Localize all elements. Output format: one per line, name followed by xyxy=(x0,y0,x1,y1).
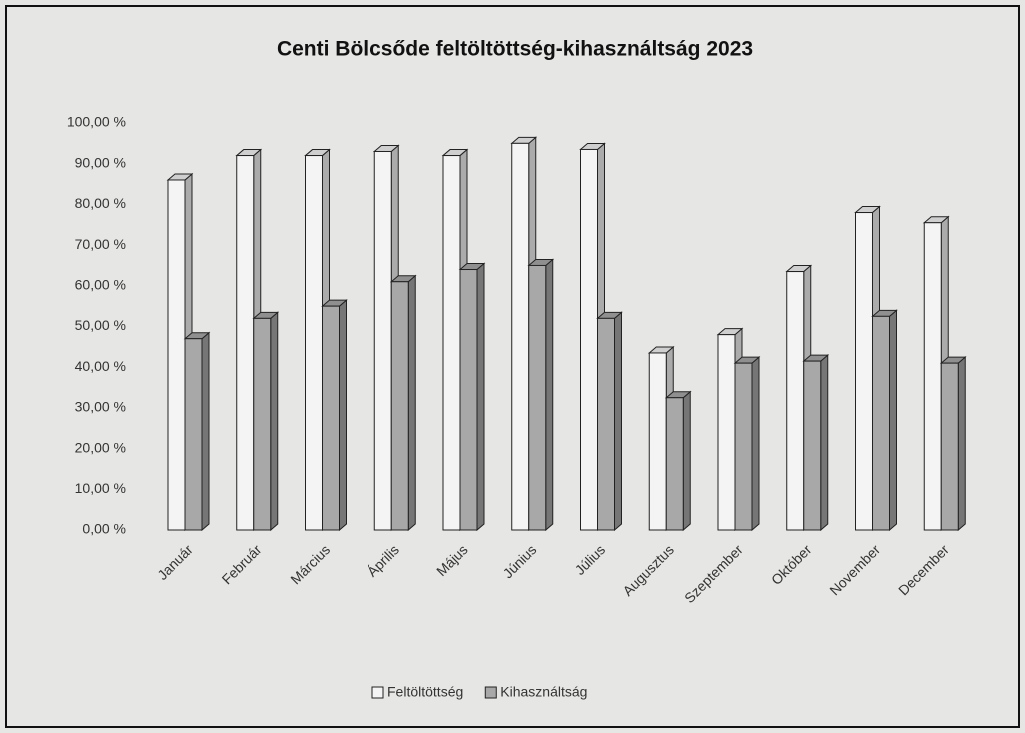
bar xyxy=(872,315,890,531)
bar xyxy=(236,155,255,531)
bar-side xyxy=(407,274,416,532)
bar xyxy=(597,317,615,531)
bar xyxy=(528,264,547,531)
bar xyxy=(855,212,873,531)
bar-side xyxy=(957,356,966,532)
bar xyxy=(511,142,530,531)
bar xyxy=(923,222,942,531)
y-tick-label: 70,00 % xyxy=(75,236,126,252)
y-tick-label: 50,00 % xyxy=(75,317,126,333)
bar xyxy=(648,352,667,531)
y-tick-label: 90,00 % xyxy=(75,154,126,170)
bar xyxy=(665,397,684,531)
bar xyxy=(442,155,461,531)
y-tick-label: 60,00 % xyxy=(75,277,126,293)
bar xyxy=(459,269,478,531)
bar xyxy=(253,317,272,531)
bar-side xyxy=(201,331,210,532)
chart-border xyxy=(5,5,1020,728)
bar xyxy=(786,271,805,531)
bar xyxy=(940,362,959,531)
legend-swatch xyxy=(484,686,497,699)
legend-label: Feltöltöttség xyxy=(387,684,463,700)
bar xyxy=(390,281,409,531)
legend-swatch xyxy=(371,686,384,699)
bar xyxy=(322,305,340,531)
bar xyxy=(803,360,822,531)
bar-side xyxy=(476,262,485,532)
y-tick-label: 10,00 % xyxy=(75,480,126,496)
y-tick-label: 0,00 % xyxy=(82,521,126,537)
bar xyxy=(580,148,598,531)
bar xyxy=(717,334,736,531)
bar xyxy=(373,150,392,531)
legend-label: Kihasználtság xyxy=(500,684,587,700)
bar xyxy=(305,155,323,531)
y-tick-label: 80,00 % xyxy=(75,195,126,211)
y-tick-label: 20,00 % xyxy=(75,439,126,455)
bar-side xyxy=(270,311,279,532)
bar-side xyxy=(545,258,554,532)
bar-side xyxy=(751,356,760,532)
bar xyxy=(734,362,753,531)
bar-side xyxy=(889,309,897,532)
bar-side xyxy=(339,299,347,532)
bar-side xyxy=(682,390,691,532)
chart-title: Centi Bölcsőde feltöltöttség-kihasználts… xyxy=(277,38,753,61)
bar-side xyxy=(614,311,622,532)
y-tick-label: 30,00 % xyxy=(75,399,126,415)
bar xyxy=(184,338,203,531)
bar-side xyxy=(820,354,829,532)
y-tick-label: 100,00 % xyxy=(67,114,126,130)
bar xyxy=(167,179,186,531)
y-tick-label: 40,00 % xyxy=(75,358,126,374)
